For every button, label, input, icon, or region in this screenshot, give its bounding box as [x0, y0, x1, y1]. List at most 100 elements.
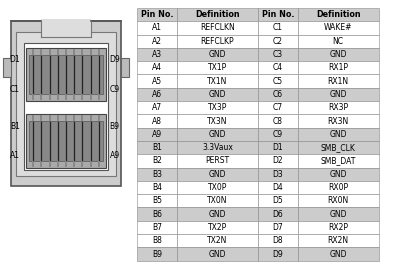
- Bar: [24, 43, 108, 170]
- Bar: [298, 74, 378, 88]
- Bar: [177, 168, 258, 181]
- Bar: [258, 88, 298, 101]
- Bar: [90, 115, 92, 121]
- Bar: [258, 128, 298, 141]
- Text: C8: C8: [273, 117, 283, 126]
- Text: SMB_CLK: SMB_CLK: [321, 143, 356, 152]
- Text: GND: GND: [209, 130, 226, 139]
- Bar: [177, 61, 258, 74]
- Bar: [29, 121, 103, 161]
- Text: SMB_DAT: SMB_DAT: [320, 156, 356, 165]
- Bar: [81, 49, 84, 55]
- Text: REFCLKN: REFCLKN: [200, 23, 235, 32]
- Bar: [98, 49, 100, 55]
- Bar: [41, 19, 91, 37]
- Bar: [40, 161, 42, 167]
- Bar: [298, 141, 378, 154]
- Bar: [137, 8, 177, 21]
- Text: Definition: Definition: [195, 10, 240, 19]
- Bar: [137, 128, 177, 141]
- Bar: [177, 48, 258, 61]
- Bar: [73, 115, 75, 121]
- Text: Definition: Definition: [316, 10, 360, 19]
- Bar: [258, 181, 298, 194]
- Text: GND: GND: [209, 50, 226, 59]
- Bar: [298, 88, 378, 101]
- Bar: [177, 21, 258, 35]
- Text: NC: NC: [332, 37, 344, 46]
- Bar: [258, 154, 298, 168]
- Bar: [177, 234, 258, 247]
- Bar: [90, 94, 92, 100]
- Bar: [137, 247, 177, 261]
- Text: RX1P: RX1P: [328, 63, 348, 72]
- Bar: [298, 154, 378, 168]
- Text: GND: GND: [209, 210, 226, 219]
- Bar: [3, 58, 10, 77]
- Bar: [177, 141, 258, 154]
- Bar: [298, 247, 378, 261]
- Text: RX2N: RX2N: [328, 236, 349, 245]
- Bar: [81, 115, 84, 121]
- Bar: [177, 114, 258, 128]
- Bar: [258, 234, 298, 247]
- Bar: [48, 94, 51, 100]
- Text: C9: C9: [110, 85, 120, 94]
- Bar: [73, 94, 75, 100]
- Text: D6: D6: [272, 210, 283, 219]
- Bar: [57, 115, 59, 121]
- Bar: [137, 74, 177, 88]
- Bar: [26, 48, 106, 101]
- Text: RX3N: RX3N: [328, 117, 349, 126]
- Text: Pin No.: Pin No.: [141, 10, 174, 19]
- Bar: [98, 115, 100, 121]
- Bar: [137, 181, 177, 194]
- Bar: [258, 141, 298, 154]
- Bar: [65, 161, 67, 167]
- Text: Pin No.: Pin No.: [262, 10, 294, 19]
- Bar: [16, 32, 116, 176]
- Bar: [137, 194, 177, 207]
- Text: GND: GND: [329, 50, 347, 59]
- Bar: [65, 49, 67, 55]
- Bar: [40, 49, 42, 55]
- Bar: [298, 21, 378, 35]
- Bar: [258, 21, 298, 35]
- Bar: [137, 154, 177, 168]
- Text: GND: GND: [329, 210, 347, 219]
- Text: A7: A7: [152, 103, 162, 112]
- Text: C4: C4: [273, 63, 283, 72]
- Bar: [48, 161, 51, 167]
- Text: D5: D5: [272, 196, 283, 205]
- Text: GND: GND: [329, 90, 347, 99]
- Bar: [177, 101, 258, 114]
- Text: B6: B6: [152, 210, 162, 219]
- Text: C1: C1: [10, 85, 20, 94]
- Bar: [57, 49, 59, 55]
- Bar: [258, 61, 298, 74]
- Bar: [137, 35, 177, 48]
- Bar: [10, 21, 122, 186]
- Text: GND: GND: [209, 250, 226, 259]
- Bar: [177, 194, 258, 207]
- Bar: [177, 154, 258, 168]
- Text: D8: D8: [272, 236, 283, 245]
- Bar: [48, 49, 51, 55]
- Text: D9: D9: [272, 250, 283, 259]
- Bar: [298, 61, 378, 74]
- Bar: [177, 88, 258, 101]
- Bar: [98, 94, 100, 100]
- Bar: [26, 114, 106, 168]
- Bar: [65, 94, 67, 100]
- Bar: [137, 234, 177, 247]
- Bar: [298, 181, 378, 194]
- Bar: [57, 94, 59, 100]
- Text: C6: C6: [273, 90, 283, 99]
- Text: C5: C5: [273, 77, 283, 86]
- Bar: [90, 49, 92, 55]
- Bar: [137, 61, 177, 74]
- Text: D2: D2: [272, 156, 283, 165]
- Text: C9: C9: [273, 130, 283, 139]
- Bar: [298, 207, 378, 221]
- Text: A5: A5: [152, 77, 162, 86]
